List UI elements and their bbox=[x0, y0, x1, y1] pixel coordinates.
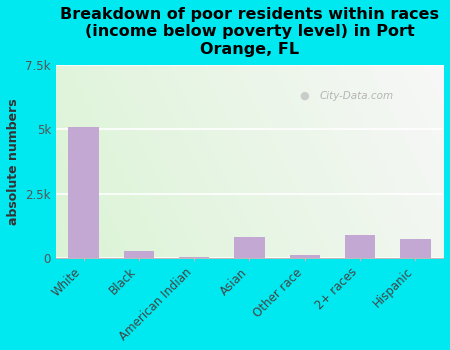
Bar bbox=[345, 235, 375, 258]
Bar bbox=[400, 239, 431, 258]
Bar bbox=[234, 237, 265, 258]
Text: City-Data.com: City-Data.com bbox=[319, 91, 393, 101]
Text: ●: ● bbox=[300, 91, 310, 101]
Title: Breakdown of poor residents within races
(income below poverty level) in Port
Or: Breakdown of poor residents within races… bbox=[60, 7, 439, 57]
Bar bbox=[179, 257, 209, 258]
Bar bbox=[289, 255, 320, 258]
Bar bbox=[68, 127, 99, 258]
Bar bbox=[124, 251, 154, 258]
Y-axis label: absolute numbers: absolute numbers bbox=[7, 98, 20, 225]
